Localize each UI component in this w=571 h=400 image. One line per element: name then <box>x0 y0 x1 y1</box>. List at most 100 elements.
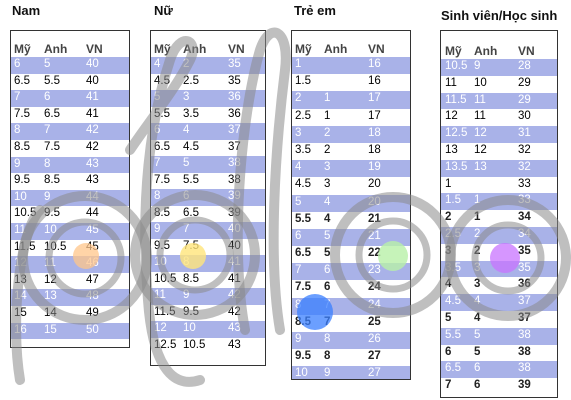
table-row: 6.5 5 22 <box>292 246 410 263</box>
table-row: 6 4 37 <box>151 123 265 140</box>
panel-title-kids: Trẻ em <box>294 3 336 18</box>
size-table-women: Mỹ Anh VN 4 2 35 4.5 2.5 35 5 3 36 5.5 3.5 36 6 4 37 6.… <box>150 30 266 366</box>
col-header-uk: Anh <box>324 42 348 56</box>
cell-vn-size: 36 <box>518 278 531 291</box>
cell-uk-size: 7 <box>324 298 331 311</box>
cell-uk-size: 6.5 <box>44 107 60 120</box>
table-row: 10.5 8.5 41 <box>151 272 265 289</box>
cell-uk-size: 10 <box>183 322 196 334</box>
table-row: 12.5 12 31 <box>441 126 557 143</box>
cell-vn-size: 27 <box>368 367 381 380</box>
cell-uk-size: 3 <box>474 278 481 291</box>
cell-uk-size: 4 <box>474 311 481 324</box>
table-row: 7.5 6 24 <box>292 280 410 297</box>
cell-uk-size: 3 <box>183 91 190 103</box>
cell-vn-size: 40 <box>228 223 241 235</box>
cell-us-size: 12 <box>14 257 27 270</box>
table-row: 4 3 36 <box>441 277 557 294</box>
table-row: 13 12 47 <box>11 273 129 290</box>
cell-us-size: 11.5 <box>154 305 176 318</box>
cell-vn-size: 34 <box>518 227 531 240</box>
table-row: 7 6 39 <box>441 378 557 395</box>
cell-uk-size: 6 <box>183 190 190 202</box>
cell-vn-size: 41 <box>228 256 241 268</box>
table-row: 2 1 34 <box>441 210 557 227</box>
cell-uk-size: 8 <box>324 333 331 345</box>
cell-vn-size: 43 <box>228 322 241 334</box>
table-row: 6 5 38 <box>441 345 557 362</box>
cell-uk-size: 5 <box>474 345 481 358</box>
cell-vn-size: 34 <box>518 211 531 224</box>
table-row: 3.5 2 18 <box>292 143 410 160</box>
cell-uk-size: 2 <box>474 244 481 257</box>
cell-us-size: 6.5 <box>14 74 30 87</box>
cell-vn-size: 37 <box>228 140 241 153</box>
table-row: 12 10 43 <box>151 321 265 338</box>
cell-us-size: 7.5 <box>295 281 311 294</box>
cell-uk-size: 9 <box>324 367 331 380</box>
cell-vn-size: 39 <box>518 379 531 392</box>
cell-us-size: 6 <box>445 345 452 358</box>
cell-us-size: 4 <box>154 58 161 70</box>
table-row: 1 16 <box>292 57 410 75</box>
cell-us-size: 9 <box>154 223 161 235</box>
cell-us-size: 4.5 <box>154 74 170 87</box>
cell-us-size: 3 <box>295 126 302 139</box>
cell-us-size: 7 <box>295 264 302 277</box>
cell-uk-size: 6 <box>474 362 481 375</box>
cell-uk-size: 2 <box>183 58 190 70</box>
cell-vn-size: 49 <box>86 306 99 319</box>
cell-uk-size: 8 <box>183 256 190 268</box>
table-row: 10.5 9.5 44 <box>11 206 129 223</box>
table-row: 6 5 21 <box>292 228 410 247</box>
table-body: 10.5 9 28 11 10 29 11.5 11 29 12 11 30 12.5 12 31 13 12 3… <box>441 59 557 395</box>
cell-vn-size: 16 <box>368 58 381 70</box>
cell-us-size: 12 <box>445 110 458 123</box>
table-row: 5.5 4 21 <box>292 212 410 229</box>
table-row: 11.5 11 29 <box>441 92 557 110</box>
cell-vn-size: 28 <box>518 60 531 72</box>
cell-vn-size: 17 <box>368 92 381 105</box>
table-row: 5 3 36 <box>151 90 265 107</box>
cell-uk-size: 10 <box>474 76 487 89</box>
table-row: 9 8 26 <box>292 332 410 350</box>
cell-us-size: 14 <box>14 290 27 303</box>
cell-us-size: 4 <box>445 278 452 291</box>
cell-uk-size: 7 <box>44 124 51 137</box>
cell-us-size: 7 <box>14 91 21 104</box>
cell-us-size: 10.5 <box>445 60 468 72</box>
table-row: 7.5 5.5 38 <box>151 173 265 190</box>
cell-vn-size: 45 <box>86 240 99 253</box>
table-row: 11.5 9.5 42 <box>151 305 265 322</box>
table-row: 1 33 <box>441 177 557 194</box>
cell-vn-size: 50 <box>86 323 99 336</box>
table-row: 12.5 10.5 43 <box>151 338 265 355</box>
cell-uk-size: 9.5 <box>44 207 60 220</box>
cell-vn-size: 43 <box>228 338 241 351</box>
cell-us-size: 4.5 <box>295 178 311 191</box>
table-row: 12 11 46 <box>11 256 129 273</box>
table-body: 1 16 1.5 16 2 1 17 2.5 1 17 3 2 18 3.5 2 18 4 3 19 4.5 3 20 5 4… <box>292 57 410 380</box>
cell-vn-size: 41 <box>86 91 99 104</box>
cell-uk-size: 2 <box>324 143 331 156</box>
cell-vn-size: 17 <box>368 109 381 122</box>
table-row: 2 1 17 <box>292 91 410 109</box>
cell-uk-size: 2.5 <box>183 74 199 87</box>
cell-uk-size: 12 <box>474 143 487 156</box>
cell-uk-size: 12 <box>44 273 57 286</box>
cell-us-size: 12.5 <box>445 127 468 140</box>
table-row: 5 4 20 <box>292 194 410 212</box>
cell-us-size: 5.5 <box>154 107 170 120</box>
cell-us-size: 2.5 <box>445 227 461 240</box>
cell-us-size: 1.5 <box>295 75 311 88</box>
cell-vn-size: 18 <box>368 143 381 156</box>
cell-vn-size: 38 <box>228 157 241 169</box>
cell-uk-size: 10.5 <box>183 338 206 351</box>
cell-us-size: 10 <box>154 256 167 268</box>
cell-us-size: 5.5 <box>295 212 311 225</box>
cell-us-size: 16 <box>14 323 27 336</box>
cell-uk-size: 11 <box>474 93 486 106</box>
table-body: 4 2 35 4.5 2.5 35 5 3 36 5.5 3.5 36 6 4 37 6.5 4.5 37 7 5 38… <box>151 57 265 354</box>
cell-uk-size: 7.5 <box>183 239 199 252</box>
cell-us-size: 3 <box>445 244 452 257</box>
